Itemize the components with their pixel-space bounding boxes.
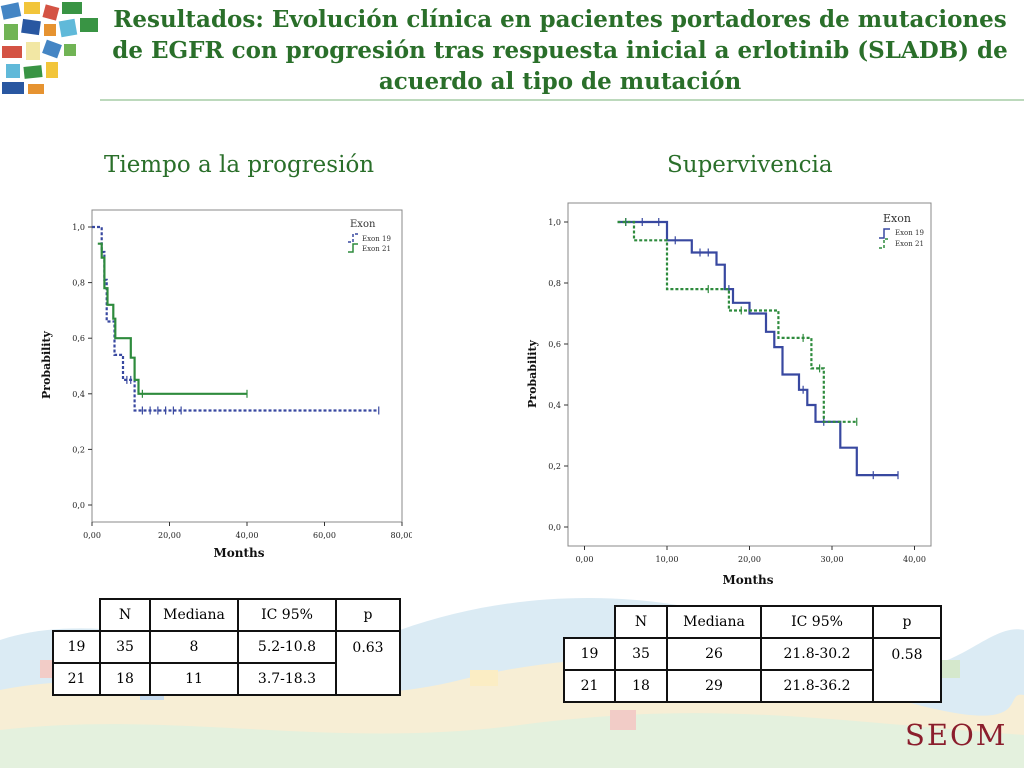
right-results-table: N Mediana IC 95% p 19 35 26 21.8-30.2 0.… [563, 605, 942, 703]
table-cell: 11 [149, 662, 239, 696]
y-tick-label: 0,2 [548, 462, 561, 471]
table-header-cell: IC 95% [237, 598, 337, 632]
x-tick-label: 40,00 [903, 555, 926, 564]
x-tick-label: 80,00 [391, 531, 412, 540]
table-cell: 19 [52, 630, 101, 664]
right-chart-heading: Supervivencia [667, 152, 833, 178]
x-tick-label: 0,00 [83, 531, 101, 540]
x-tick-label: 10,00 [656, 555, 679, 564]
plot-frame [567, 202, 932, 547]
y-axis-label: Probability [526, 339, 539, 408]
x-tick-label: 60,00 [313, 531, 336, 540]
table-cell: 21 [563, 669, 616, 703]
y-tick-label: 0,0 [72, 501, 85, 510]
y-axis-label: Probability [40, 330, 53, 399]
table-header-cell: N [99, 598, 151, 632]
table-cell: 29 [666, 669, 762, 703]
table-header-cell: N [614, 605, 668, 639]
table-cell: 3.7-18.3 [237, 662, 337, 696]
legend-swatch-exon21 [348, 243, 358, 253]
y-tick-label: 0,6 [548, 340, 561, 349]
y-tick-label: 0,6 [72, 334, 85, 343]
plot-frame [91, 209, 403, 523]
legend: Exon Exon 19 Exon 21 [348, 219, 391, 253]
table-cell: 21 [52, 662, 101, 696]
x-axis-label: Months [722, 573, 773, 587]
legend-swatch-exon21 [879, 238, 890, 249]
left-chart-heading: Tiempo a la progresión [104, 152, 375, 178]
table-header-row: N Mediana IC 95% p [564, 605, 942, 639]
table-cell-p-value: 0.63 [335, 630, 401, 696]
mosaic-logo [0, 0, 110, 98]
table-header-cell: p [872, 605, 942, 639]
x-axis-label: Months [213, 546, 264, 560]
x-tick-label: 20,00 [158, 531, 181, 540]
table-row: 19 35 26 21.8-30.2 0.58 [563, 637, 942, 703]
y-tick-label: 0,8 [72, 279, 85, 288]
legend-label-exon21: Exon 21 [362, 245, 391, 253]
km-curve-exon19 [617, 220, 898, 477]
legend-title: Exon [883, 212, 911, 225]
legend-swatch-exon19 [348, 233, 358, 243]
seom-logo: SEOM [905, 718, 1008, 752]
legend-swatch-exon19 [879, 228, 890, 239]
table-cell: 18 [614, 669, 668, 703]
table-cell-p-value: 0.58 [872, 637, 942, 703]
x-tick-label: 40,00 [236, 531, 259, 540]
table-cell: 26 [666, 637, 762, 671]
left-km-chart: 0,0 0,2 0,4 0,6 0,8 1,0 0,00 20,00 40,00 60,00 80,… [40, 209, 412, 560]
y-tick-label: 0,4 [548, 401, 561, 410]
legend-label-exon21: Exon 21 [895, 240, 924, 248]
y-tick-label: 0,8 [548, 279, 561, 288]
table-row: 19 35 8 5.2-10.8 0.63 [52, 630, 401, 696]
title-divider [100, 99, 1024, 101]
x-tick-label: 20,00 [738, 555, 761, 564]
legend-label-exon19: Exon 19 [362, 235, 391, 243]
km-curve-exon21 [617, 220, 857, 423]
table-header-cell [564, 606, 616, 639]
x-tick-label: 30,00 [821, 555, 844, 564]
y-tick-label: 0,0 [548, 523, 561, 532]
table-cell: 18 [99, 662, 151, 696]
y-tick-label: 1,0 [72, 223, 85, 232]
table-cell: 21.8-30.2 [760, 637, 874, 671]
y-tick-label: 0,2 [72, 445, 85, 454]
table-cell: 21.8-36.2 [760, 669, 874, 703]
legend: Exon Exon 19 Exon 21 [879, 212, 924, 249]
table-header-cell: Mediana [149, 598, 239, 632]
km-curve-exon21 [97, 242, 247, 395]
table-header-cell: p [335, 598, 401, 632]
x-tick-label: 0,00 [576, 555, 594, 564]
table-cell: 35 [614, 637, 668, 671]
y-tick-label: 1,0 [548, 218, 561, 227]
table-cell: 35 [99, 630, 151, 664]
table-header-cell [53, 599, 101, 632]
table-cell: 5.2-10.8 [237, 630, 337, 664]
table-cell: 19 [563, 637, 616, 671]
y-tick-label: 0,4 [72, 390, 85, 399]
table-cell: 8 [149, 630, 239, 664]
table-row: 21 18 11 3.7-18.3 [52, 662, 400, 696]
table-row: 21 18 29 21.8-36.2 [563, 669, 941, 703]
table-header-cell: IC 95% [760, 605, 874, 639]
right-km-chart: 0,0 0,2 0,4 0,6 0,8 1,0 0,00 10,00 20,00 30,00 40,… [526, 202, 932, 587]
slide-title: Resultados: Evolución clínica en pacient… [112, 6, 1008, 95]
table-header-row: N Mediana IC 95% p [53, 598, 401, 632]
legend-label-exon19: Exon 19 [895, 229, 924, 237]
left-results-table: N Mediana IC 95% p 19 35 8 5.2-10.8 0.63… [52, 598, 401, 696]
table-header-cell: Mediana [666, 605, 762, 639]
legend-title: Exon [350, 219, 376, 230]
